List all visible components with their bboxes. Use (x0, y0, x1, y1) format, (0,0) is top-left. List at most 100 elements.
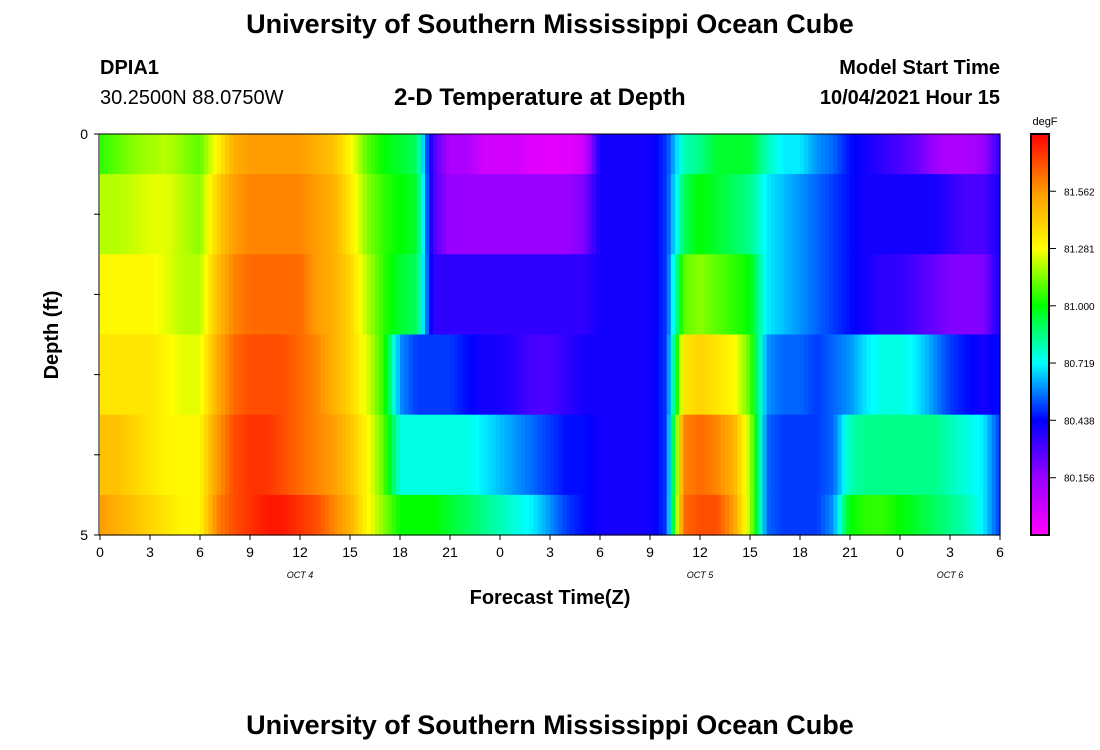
x-tick-label: 3 (146, 544, 154, 560)
heatmap-cell (558, 494, 564, 536)
heatmap-cell (291, 494, 297, 536)
heatmap-cell (762, 174, 768, 255)
heatmap-cell (983, 414, 989, 496)
heatmap-cell (908, 254, 914, 336)
heatmap-cell (758, 134, 764, 175)
heatmap-cell (895, 494, 901, 536)
heatmap-cell (379, 494, 384, 536)
heatmap-cell (962, 134, 968, 175)
heatmap-cell (400, 414, 405, 496)
heatmap-cell (108, 414, 114, 496)
heatmap-cell (900, 174, 905, 255)
heatmap-cell (108, 334, 114, 416)
heatmap-cell (120, 174, 126, 255)
heatmap-cell (462, 254, 468, 336)
heatmap-cell (666, 174, 672, 255)
heatmap-cell (175, 254, 180, 336)
heatmap-cell (683, 254, 689, 336)
heatmap-cell (283, 174, 289, 255)
heatmap-cell (116, 134, 122, 175)
heatmap-cell (962, 494, 968, 536)
heatmap-cell (220, 414, 226, 496)
heatmap-cell (275, 494, 280, 536)
heatmap-cell (300, 414, 305, 496)
heatmap-cell (608, 174, 614, 255)
heatmap-cell (575, 414, 580, 496)
heatmap-cell (762, 414, 768, 496)
heatmap-cell (866, 134, 872, 175)
heatmap-cell (345, 174, 351, 255)
heatmap-cell (850, 414, 855, 496)
heatmap-cell (266, 494, 272, 536)
heatmap-cell (416, 174, 422, 255)
heatmap-cell (991, 134, 997, 175)
heatmap-cell (787, 494, 793, 536)
heatmap-cell (908, 174, 914, 255)
heatmap-cell (587, 414, 593, 496)
heatmap-cell (562, 254, 568, 336)
heatmap-cell (237, 494, 243, 536)
heatmap-cell (345, 494, 351, 536)
heatmap-cell (295, 334, 301, 416)
heatmap-cell (295, 494, 301, 536)
heatmap-cell (529, 174, 534, 255)
heatmap-cell (933, 174, 939, 255)
heatmap-cell (100, 494, 105, 536)
heatmap-cell (287, 254, 293, 336)
heatmap-cell (841, 494, 847, 536)
heatmap-cell (641, 174, 647, 255)
heatmap-cell (454, 494, 459, 536)
heatmap-cell (604, 494, 609, 536)
heatmap-cell (491, 254, 497, 336)
heatmap-cell (620, 134, 626, 175)
heatmap-cell (787, 414, 793, 496)
heatmap-cell (287, 494, 293, 536)
heatmap-cell (925, 174, 930, 255)
heatmap-cell (704, 254, 709, 336)
heatmap-cell (450, 414, 455, 496)
heatmap-cell (687, 334, 693, 416)
heatmap-cell (954, 254, 959, 336)
heatmap-cell (970, 134, 976, 175)
x-tick-label: 3 (546, 544, 554, 560)
heatmap-cell (375, 414, 380, 496)
heatmap-cell (662, 174, 668, 255)
heatmap-cell (620, 254, 626, 336)
heatmap-cell (183, 134, 189, 175)
heatmap-cell (283, 414, 289, 496)
heatmap-cell (170, 174, 176, 255)
heatmap-cell (891, 334, 897, 416)
heatmap-cell (520, 494, 526, 536)
heatmap-cell (841, 254, 847, 336)
heatmap-cell (770, 494, 776, 536)
heatmap-cell (883, 334, 889, 416)
heatmap-cell (525, 334, 530, 416)
heatmap-cell (750, 134, 755, 175)
heatmap-cell (558, 134, 564, 175)
heatmap-cell (512, 334, 518, 416)
heatmap-cell (616, 494, 622, 536)
heatmap-cell (912, 254, 918, 336)
heatmap-cell (870, 414, 876, 496)
heatmap-cell (537, 174, 543, 255)
heatmap-cell (612, 334, 618, 416)
heatmap-cell (670, 334, 676, 416)
heatmap-cell (104, 494, 109, 536)
heatmap-cell (979, 494, 984, 536)
heatmap-cell (491, 494, 497, 536)
heatmap-cell (170, 134, 176, 175)
heatmap-cell (316, 254, 322, 336)
heatmap-cell (458, 134, 464, 175)
heatmap-cell (204, 414, 209, 496)
heatmap-cell (600, 414, 605, 496)
heatmap-cell (258, 174, 264, 255)
heatmap-cell (658, 334, 664, 416)
heatmap-cell (700, 334, 705, 416)
x-tick-label: 0 (896, 544, 904, 560)
heatmap-cell (958, 174, 964, 255)
heatmap-cell (204, 174, 209, 255)
heatmap-cell (791, 414, 797, 496)
heatmap-cell (383, 174, 389, 255)
heatmap-cell (208, 414, 214, 496)
heatmap-cell (137, 334, 143, 416)
